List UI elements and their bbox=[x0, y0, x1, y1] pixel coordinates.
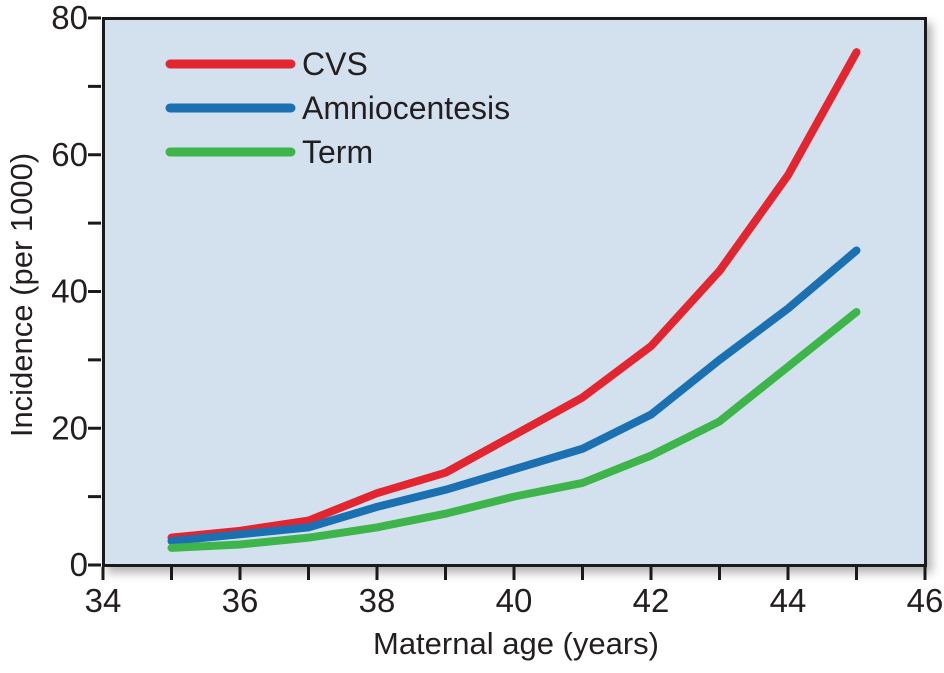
cvs-line bbox=[167, 48, 861, 542]
x-tick-label: 38 bbox=[359, 582, 396, 619]
y-tick-label: 40 bbox=[51, 273, 88, 310]
legend-label-amniocentesis: Amniocentesis bbox=[302, 90, 510, 126]
term-line bbox=[167, 308, 861, 552]
y-tick-label: 0 bbox=[70, 546, 88, 583]
x-tick-label: 36 bbox=[222, 582, 259, 619]
x-tick-label: 46 bbox=[907, 582, 944, 619]
amniocentesis-line bbox=[167, 246, 861, 546]
x-tick-label: 34 bbox=[85, 582, 122, 619]
y-axis-title: Incidence (per 1000) bbox=[4, 152, 39, 438]
legend-label-cvs: CVS bbox=[302, 46, 368, 82]
legend-label-term: Term bbox=[302, 134, 373, 170]
x-axis-title: Maternal age (years) bbox=[372, 626, 660, 661]
x-tick-label: 40 bbox=[496, 582, 533, 619]
y-tick-label: 20 bbox=[51, 409, 88, 446]
y-tick-label: 60 bbox=[51, 136, 88, 173]
y-tick-label: 80 bbox=[51, 0, 88, 36]
x-tick-label: 42 bbox=[633, 582, 670, 619]
x-tick-label: 44 bbox=[770, 582, 807, 619]
